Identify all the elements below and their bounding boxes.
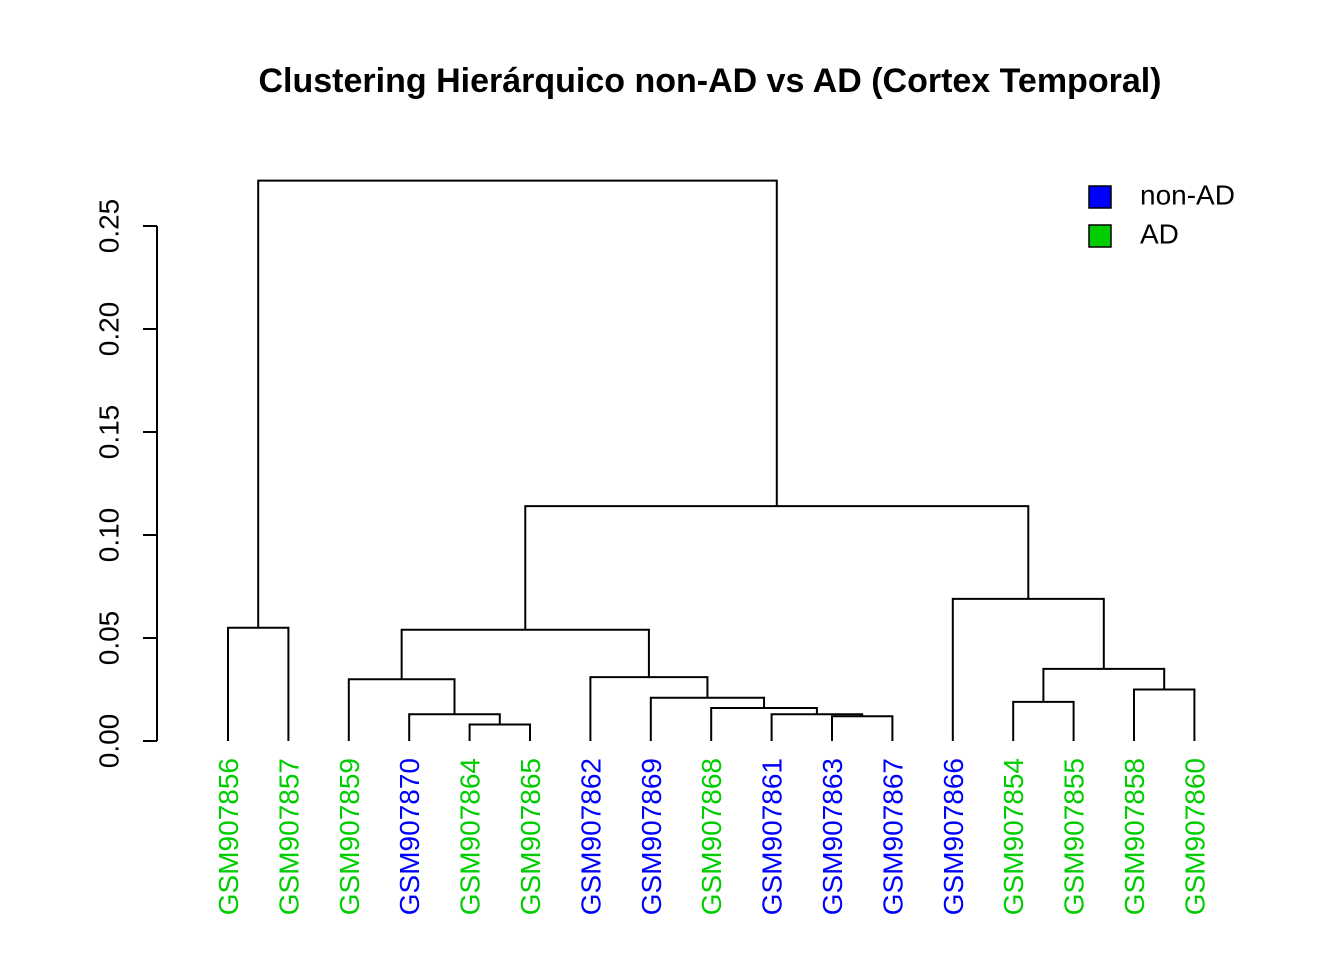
legend: non-AD AD [1088, 179, 1235, 249]
leaf-label: GSM907866 [938, 758, 969, 915]
dendrogram-branch [1042, 667, 1166, 702]
y-tick-label: 0.15 [93, 405, 124, 460]
leaf-label: GSM907867 [877, 758, 908, 915]
legend-label: AD [1140, 218, 1179, 249]
dendrogram-branch [649, 696, 766, 741]
leaf-label: GSM907857 [273, 758, 304, 915]
dendrogram-branch [710, 707, 818, 741]
leaf-label: GSM907870 [394, 758, 425, 915]
y-axis: 0.00 0.05 0.10 0.15 0.20 0.25 [93, 199, 158, 769]
legend-swatch [1088, 224, 1112, 248]
leaf-label: GSM907865 [515, 758, 546, 915]
leaf-label: GSM907868 [696, 758, 727, 915]
leaf-label: GSM907869 [636, 758, 667, 915]
leaf-label: GSM907863 [817, 758, 848, 915]
leaf-label: GSM907864 [455, 758, 486, 915]
y-tick-label: 0.25 [93, 199, 124, 254]
dendrogram-branch [347, 678, 456, 741]
legend-swatch [1088, 185, 1112, 209]
y-tick-label: 0.05 [93, 611, 124, 666]
dendrogram-branch [770, 713, 864, 741]
y-tick-label: 0.00 [93, 714, 124, 769]
dendrogram-branches [227, 179, 1196, 741]
leaf-label: GSM907856 [213, 758, 244, 915]
leaf-label: GSM907862 [575, 758, 606, 915]
legend-label: non-AD [1140, 179, 1235, 210]
dendrogram-branch [1012, 700, 1075, 741]
dendrogram-branch [257, 179, 778, 628]
dendrogram-branch [408, 713, 501, 741]
dendrogram-branch [227, 626, 290, 741]
leaf-label: GSM907859 [334, 758, 365, 915]
y-tick-label: 0.20 [93, 302, 124, 357]
leaf-label: GSM907861 [757, 758, 788, 915]
dendrogram-branch [468, 723, 531, 741]
dendrogram-branch [589, 676, 709, 741]
dendrogram-branch [831, 715, 894, 741]
y-tick-label: 0.10 [93, 508, 124, 563]
chart-title: Clustering Hierárquico non-AD vs AD (Cor… [259, 62, 1162, 100]
leaf-label: GSM907855 [1059, 758, 1090, 915]
leaf-label: GSM907858 [1119, 758, 1150, 915]
dendrogram-branch [400, 628, 650, 680]
dendrogram-branch [1133, 688, 1196, 741]
leaf-labels: GSM907856 GSM907857 GSM907859 GSM907870 GSM9… [213, 758, 1210, 915]
leaf-label: GSM907854 [998, 758, 1029, 915]
leaf-label: GSM907860 [1179, 758, 1210, 915]
dendrogram-branch [951, 597, 1105, 741]
